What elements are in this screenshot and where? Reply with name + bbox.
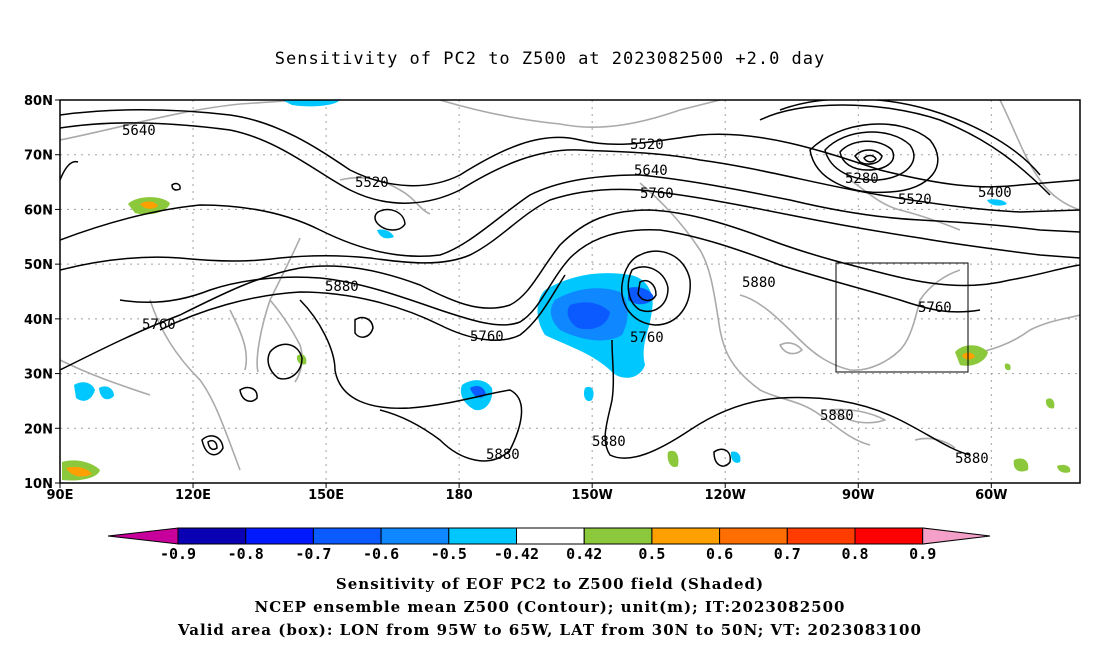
caption-contour: NCEP ensemble mean Z500 (Contour); unit(… [254,598,846,616]
contour-label: 5880 [592,434,626,450]
shade-pos-2-core [66,466,92,477]
colorbar-high-tip [922,527,991,545]
colorbar-swatch [583,527,653,545]
contour-label: 5520 [355,175,389,191]
colorbar-label: -0.42 [494,545,539,563]
contour-label: 5640 [634,163,668,179]
contour-label: 5880 [742,275,776,291]
contour-label: 5760 [918,300,952,316]
coastlines [60,100,1080,471]
z500-contours [60,100,1080,467]
lat-tick-label: 60N [24,203,53,218]
colorbar-swatch [719,527,788,545]
shade-pos-4 [667,450,679,468]
colorbar-swatch [312,527,382,545]
lon-tick-label: 180 [446,488,473,503]
shade-pos-9 [1004,363,1011,371]
sensitivity-shading [62,100,1071,481]
contour-label: 5520 [898,192,932,208]
contour-labels: 5640 5520 5520 5640 5760 5280 5520 5400 … [122,123,1012,467]
lon-tick-label: 90W [842,488,874,503]
colorbar-swatch [177,527,247,545]
lat-tick-label: 30N [24,368,53,383]
contour-label: 5760 [630,330,664,346]
lat-tick-label: 10N [24,477,53,492]
lat-tick-label: 80N [24,94,53,109]
colorbar-label: 0.8 [841,545,868,563]
shade-neg-small-7 [730,451,741,463]
colorbar-label: -0.5 [431,545,467,563]
colorbar-swatch [854,527,924,545]
lat-tick-label: 70N [24,149,53,164]
contour-label: 5760 [640,186,674,202]
colorbar-swatch [448,527,517,545]
chart-title: Sensitivity of PC2 to Z500 at 2023082500… [274,49,826,69]
colorbar-low-tip [107,527,179,545]
colorbar-swatch [516,527,585,545]
shade-neg-small-4 [99,386,114,400]
colorbar: -0.9 -0.8 -0.7 -0.6 -0.5 -0.42 0.42 0.5 0.6 0.7 0.… [107,527,991,563]
shade-pos-5 [1013,458,1029,472]
lon-tick-label: 60W [975,488,1007,503]
colorbar-label: -0.9 [160,545,196,563]
colorbar-swatch [651,527,721,545]
lon-tick-label: 120E [175,488,211,503]
map-frame [59,99,1081,484]
lat-tick-label: 50N [24,258,53,273]
colorbar-label: 0.42 [566,545,602,563]
lon-tick-label: 120W [704,488,745,503]
valid-area-box [835,262,969,373]
colorbar-label: 0.6 [706,545,733,563]
contour-label: 5880 [955,451,989,467]
shade-neg-top [282,100,340,107]
colorbar-label: 0.9 [909,545,936,563]
colorbar-label: -0.8 [228,545,264,563]
shade-neg-small-5 [377,229,394,239]
colorbar-label: -0.6 [363,545,399,563]
shade-neg-strong [567,302,610,330]
contour-label: 5880 [486,447,520,463]
caption-valid-area: Valid area (box): LON from 95W to 65W, L… [178,621,922,639]
colorbar-label: 0.5 [638,545,665,563]
contour-label: 5520 [630,137,664,153]
lon-tick-label: 90E [47,488,74,503]
lon-tick-label: 150W [571,488,612,503]
shade-neg-small-8 [987,199,1007,206]
contour-label: 5640 [122,123,156,139]
shade-pos-7 [1045,398,1055,409]
colorbar-swatch [245,527,314,545]
shade-pos-6 [1057,464,1071,473]
colorbar-label: 0.7 [774,545,801,563]
lat-tick-label: 20N [24,422,53,437]
colorbar-swatch [380,527,450,545]
colorbar-swatch [786,527,856,545]
contour-label: 5880 [325,279,359,295]
shade-neg-small-2 [470,386,486,398]
contour-label: 5760 [470,329,504,345]
lat-tick-label: 40N [24,313,53,328]
caption-shading: Sensitivity of EOF PC2 to Z500 field (Sh… [335,575,765,593]
contour-label: 5280 [845,171,879,187]
contour-label: 5880 [820,408,854,424]
contour-label: 5400 [978,185,1012,201]
contour-label: 5760 [142,317,176,333]
shade-neg-small-6 [583,386,594,402]
shade-pos-1-core [140,201,158,209]
lon-tick-label: 150E [308,488,344,503]
latitude-axis: 80N 70N 60N 50N 40N 30N 20N 10N [24,94,60,492]
longitude-axis: 90E 120E 150E 180 150W 120W 90W 60W [47,483,1008,503]
colorbar-label: -0.7 [295,545,331,563]
shade-neg-small-3 [74,382,95,401]
